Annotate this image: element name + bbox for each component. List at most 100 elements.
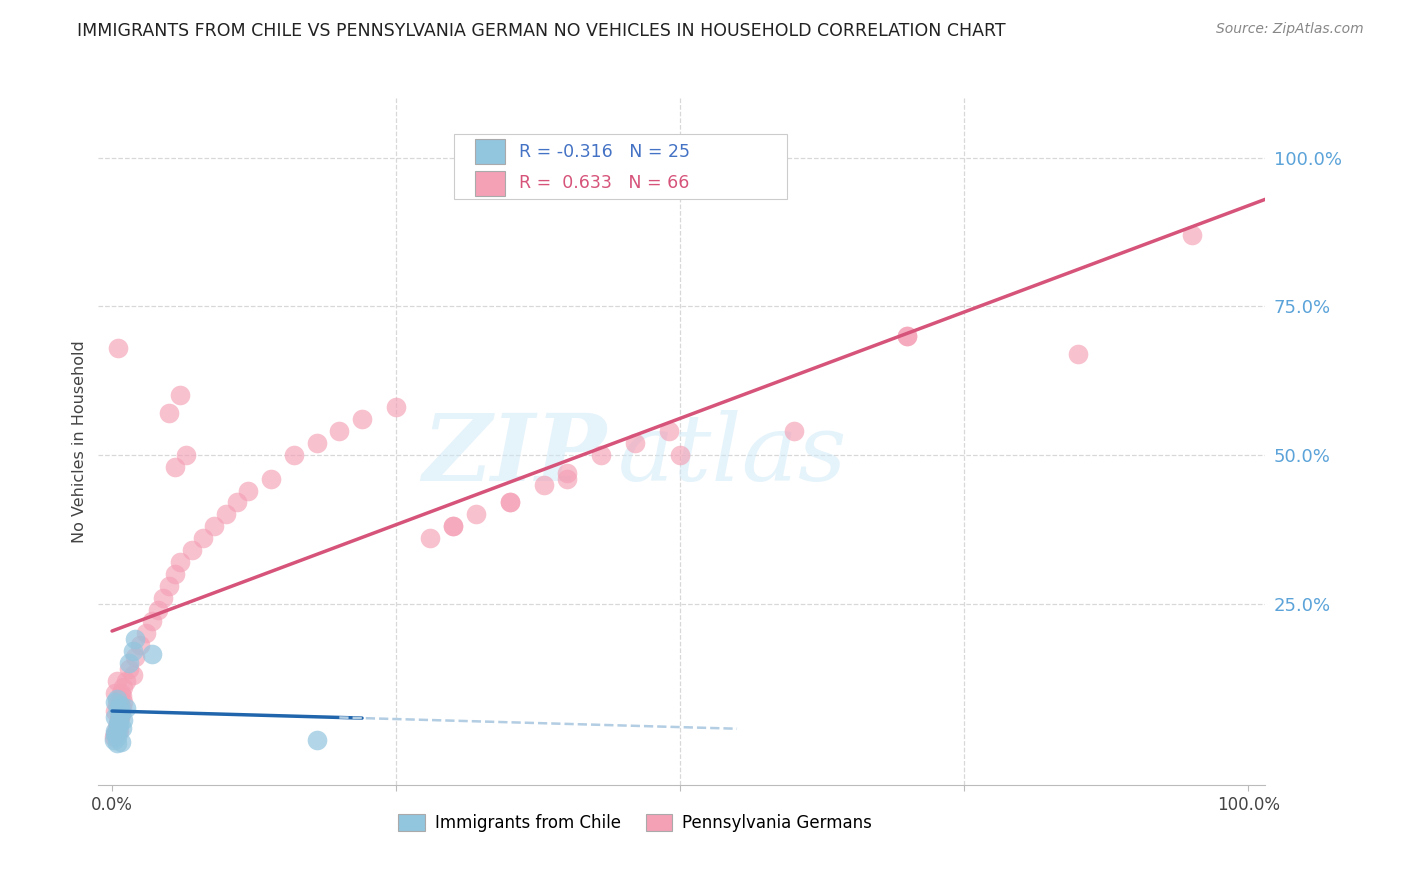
Point: [108, 698, 131, 712]
Point: [104, 727, 127, 741]
Point: [108, 708, 131, 723]
Point: [260, 472, 283, 486]
Point: [108, 716, 131, 731]
Point: [103, 731, 125, 745]
Point: [110, 706, 132, 721]
Point: [105, 691, 128, 706]
Point: [107, 702, 129, 716]
Point: [215, 508, 238, 522]
Point: [108, 713, 131, 727]
Point: [163, 566, 186, 581]
Point: [896, 329, 918, 343]
Point: [107, 341, 129, 355]
Point: [669, 448, 692, 462]
Point: [146, 602, 169, 616]
Point: [305, 436, 328, 450]
Point: [107, 723, 129, 737]
Point: [135, 626, 157, 640]
Point: [226, 495, 249, 509]
Bar: [475, 139, 505, 164]
Point: [157, 579, 180, 593]
Point: [118, 656, 141, 670]
Point: [350, 412, 373, 426]
Point: [118, 662, 141, 676]
Point: [111, 700, 134, 714]
Point: [555, 472, 578, 486]
Text: atlas: atlas: [617, 410, 848, 500]
Point: [111, 722, 134, 736]
Point: [114, 673, 136, 688]
Point: [124, 632, 146, 647]
Point: [121, 668, 143, 682]
Point: [105, 698, 128, 712]
Point: [112, 713, 135, 727]
Point: [555, 466, 578, 480]
Text: R =  0.633   N = 66: R = 0.633 N = 66: [519, 174, 689, 193]
Point: [1067, 347, 1090, 361]
Point: [104, 727, 127, 741]
Point: [114, 700, 136, 714]
Point: [441, 519, 464, 533]
Point: [104, 704, 127, 718]
Point: [110, 686, 132, 700]
Point: [105, 722, 128, 736]
Point: [110, 734, 132, 748]
Point: [169, 555, 191, 569]
Point: [129, 638, 152, 652]
Point: [174, 448, 197, 462]
Point: [180, 543, 202, 558]
Point: [105, 736, 128, 750]
Text: Source: ZipAtlas.com: Source: ZipAtlas.com: [1216, 22, 1364, 37]
Point: [283, 448, 305, 462]
Point: [105, 673, 128, 688]
Point: [104, 686, 127, 700]
Point: [152, 591, 174, 605]
Point: [499, 495, 522, 509]
Point: [238, 483, 260, 498]
Point: [108, 691, 131, 706]
Point: [441, 519, 464, 533]
Text: IMMIGRANTS FROM CHILE VS PENNSYLVANIA GERMAN NO VEHICLES IN HOUSEHOLD CORRELATIO: IMMIGRANTS FROM CHILE VS PENNSYLVANIA GE…: [77, 22, 1005, 40]
Point: [107, 718, 129, 732]
Point: [111, 689, 134, 703]
Point: [623, 436, 645, 450]
Point: [202, 519, 225, 533]
Point: [124, 650, 146, 665]
Point: [104, 695, 127, 709]
Point: [110, 704, 132, 718]
Text: R = -0.316   N = 25: R = -0.316 N = 25: [519, 143, 689, 161]
Point: [658, 424, 681, 438]
Point: [141, 647, 163, 661]
Point: [163, 459, 186, 474]
Point: [108, 713, 131, 727]
Point: [157, 406, 180, 420]
Point: [533, 477, 555, 491]
Point: [105, 731, 128, 745]
Point: [104, 724, 127, 739]
Point: [107, 718, 129, 732]
FancyBboxPatch shape: [454, 134, 787, 199]
Point: [419, 531, 441, 545]
Point: [305, 733, 328, 747]
Point: [191, 531, 214, 545]
Point: [112, 680, 135, 694]
Point: [121, 644, 143, 658]
Point: [499, 495, 522, 509]
Point: [385, 401, 408, 415]
Point: [896, 329, 918, 343]
Point: [169, 388, 191, 402]
Legend: Immigrants from Chile, Pennsylvania Germans: Immigrants from Chile, Pennsylvania Germ…: [391, 807, 879, 838]
Point: [108, 724, 131, 739]
Point: [328, 424, 350, 438]
Point: [1180, 227, 1202, 242]
Point: [103, 733, 125, 747]
Point: [783, 424, 806, 438]
Y-axis label: No Vehicles in Household: No Vehicles in Household: [72, 340, 87, 543]
Bar: [475, 171, 505, 195]
Point: [107, 715, 129, 730]
Point: [141, 615, 163, 629]
Point: [108, 709, 131, 723]
Point: [104, 709, 127, 723]
Point: [589, 448, 612, 462]
Text: ZIP: ZIP: [422, 410, 606, 500]
